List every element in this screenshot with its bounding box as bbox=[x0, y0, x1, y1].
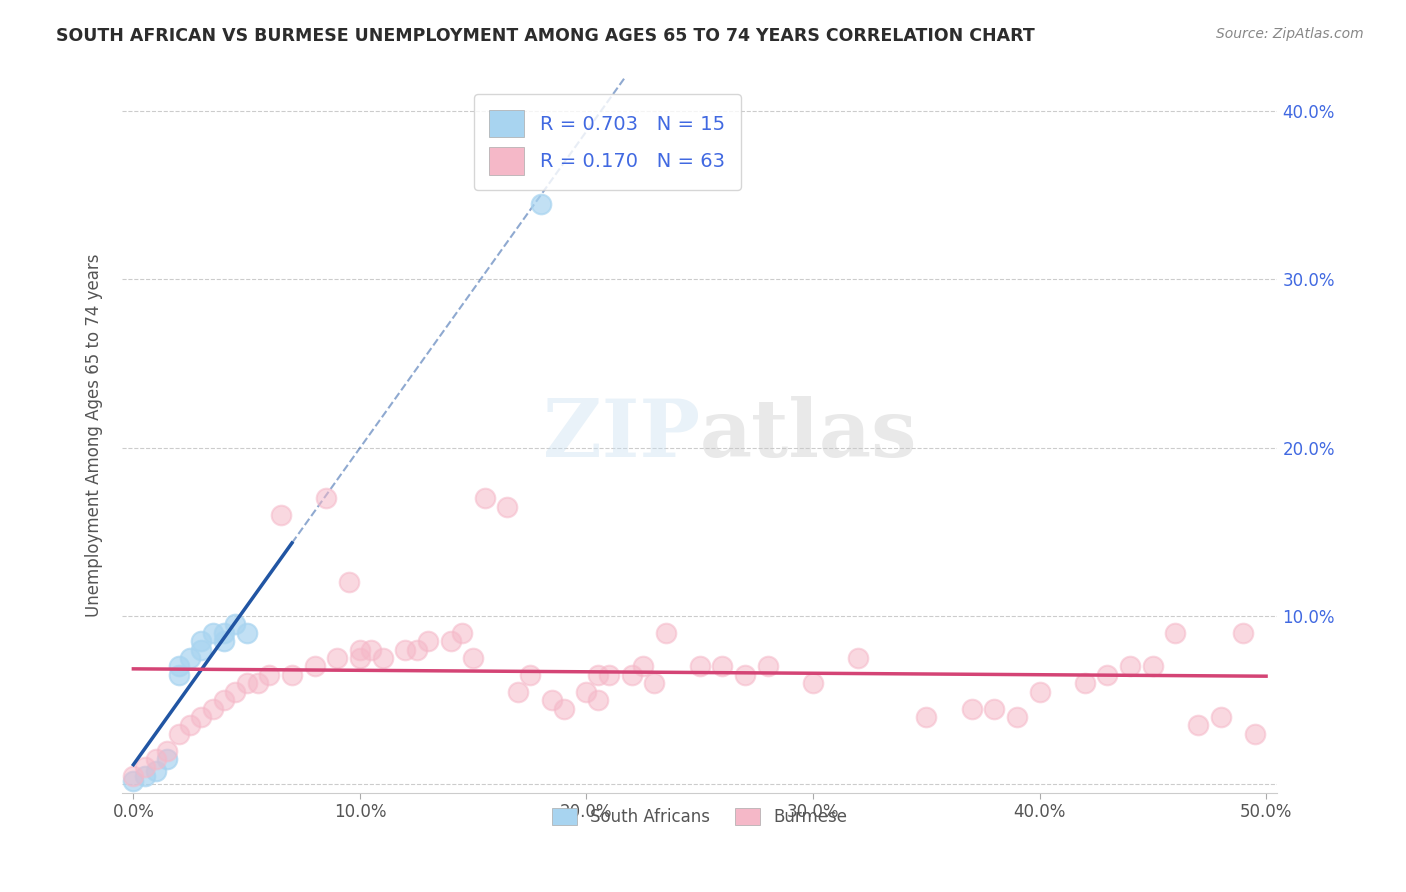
Point bbox=[349, 651, 371, 665]
Point bbox=[655, 625, 678, 640]
Point bbox=[915, 710, 938, 724]
Point bbox=[1187, 718, 1209, 732]
Point bbox=[259, 668, 281, 682]
Point bbox=[315, 491, 337, 505]
Point bbox=[1142, 659, 1164, 673]
Point bbox=[201, 701, 224, 715]
Point bbox=[212, 625, 235, 640]
Point bbox=[1232, 625, 1254, 640]
Point bbox=[586, 668, 609, 682]
Point bbox=[496, 500, 519, 514]
Point bbox=[530, 196, 553, 211]
Point bbox=[145, 752, 167, 766]
Point bbox=[1005, 710, 1028, 724]
Point bbox=[439, 634, 461, 648]
Point bbox=[360, 642, 382, 657]
Point bbox=[235, 625, 257, 640]
Point bbox=[190, 710, 212, 724]
Point bbox=[1119, 659, 1142, 673]
Point bbox=[201, 625, 224, 640]
Point bbox=[711, 659, 734, 673]
Point bbox=[394, 642, 416, 657]
Point bbox=[1028, 684, 1050, 698]
Point bbox=[508, 684, 530, 698]
Text: atlas: atlas bbox=[700, 396, 917, 474]
Point bbox=[983, 701, 1005, 715]
Point bbox=[519, 668, 541, 682]
Point bbox=[575, 684, 598, 698]
Point bbox=[167, 668, 190, 682]
Y-axis label: Unemployment Among Ages 65 to 74 years: Unemployment Among Ages 65 to 74 years bbox=[86, 253, 103, 616]
Point bbox=[474, 491, 496, 505]
Point bbox=[156, 743, 179, 757]
Text: SOUTH AFRICAN VS BURMESE UNEMPLOYMENT AMONG AGES 65 TO 74 YEARS CORRELATION CHAR: SOUTH AFRICAN VS BURMESE UNEMPLOYMENT AM… bbox=[56, 27, 1035, 45]
Point bbox=[1209, 710, 1232, 724]
Text: ZIP: ZIP bbox=[543, 396, 700, 474]
Point bbox=[304, 659, 326, 673]
Point bbox=[553, 701, 575, 715]
Point bbox=[337, 575, 360, 590]
Point bbox=[1074, 676, 1097, 690]
Point bbox=[1164, 625, 1187, 640]
Point bbox=[598, 668, 620, 682]
Point bbox=[134, 760, 156, 774]
Point bbox=[156, 752, 179, 766]
Point bbox=[134, 769, 156, 783]
Point bbox=[960, 701, 983, 715]
Point bbox=[190, 634, 212, 648]
Point bbox=[179, 718, 201, 732]
Point bbox=[620, 668, 643, 682]
Point bbox=[122, 773, 145, 788]
Point bbox=[235, 676, 257, 690]
Point bbox=[190, 642, 212, 657]
Point bbox=[643, 676, 665, 690]
Point bbox=[212, 634, 235, 648]
Point bbox=[167, 659, 190, 673]
Point bbox=[689, 659, 711, 673]
Point bbox=[349, 642, 371, 657]
Point bbox=[371, 651, 394, 665]
Point bbox=[326, 651, 349, 665]
Point bbox=[463, 651, 485, 665]
Point bbox=[541, 693, 564, 707]
Point bbox=[1097, 668, 1119, 682]
Point bbox=[281, 668, 304, 682]
Point bbox=[1243, 727, 1265, 741]
Point bbox=[450, 625, 472, 640]
Point bbox=[416, 634, 439, 648]
Point bbox=[586, 693, 609, 707]
Point bbox=[224, 617, 246, 632]
Point bbox=[270, 508, 292, 522]
Point bbox=[756, 659, 779, 673]
Text: Source: ZipAtlas.com: Source: ZipAtlas.com bbox=[1216, 27, 1364, 41]
Point bbox=[167, 727, 190, 741]
Point bbox=[801, 676, 824, 690]
Point bbox=[631, 659, 654, 673]
Point bbox=[179, 651, 201, 665]
Point bbox=[212, 693, 235, 707]
Point bbox=[734, 668, 756, 682]
Legend: South Africans, Burmese: South Africans, Burmese bbox=[544, 799, 856, 834]
Point bbox=[145, 764, 167, 778]
Point bbox=[246, 676, 269, 690]
Point bbox=[846, 651, 869, 665]
Point bbox=[224, 684, 246, 698]
Point bbox=[122, 769, 145, 783]
Point bbox=[405, 642, 427, 657]
